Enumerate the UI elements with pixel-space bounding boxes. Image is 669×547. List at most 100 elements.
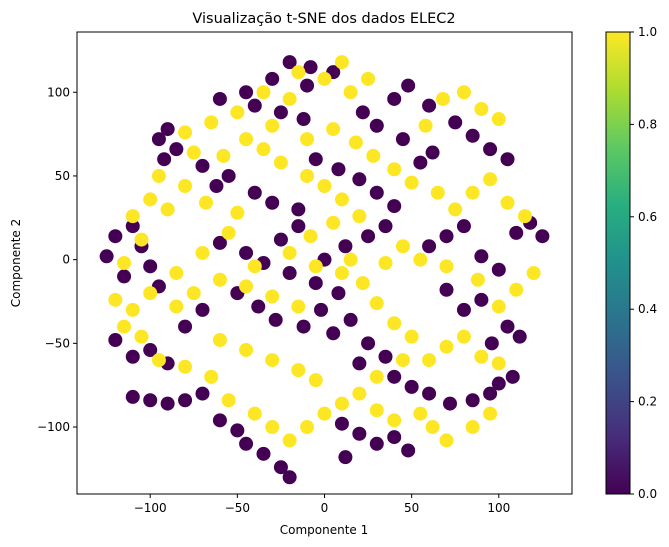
colorbar-tick-label: 0.8	[638, 117, 657, 131]
scatter-point-class-1	[265, 289, 280, 304]
scatter-point-class-1	[456, 329, 471, 344]
scatter-point-class-0	[212, 91, 227, 106]
x-tick-label: −50	[225, 501, 250, 515]
scatter-point-class-1	[308, 373, 323, 388]
scatter-point-class-1	[273, 155, 288, 170]
scatter-point-class-1	[216, 148, 231, 163]
scatter-point-class-0	[352, 426, 367, 441]
scatter-point-class-1	[448, 202, 463, 217]
scatter-point-class-0	[401, 78, 416, 93]
scatter-point-class-0	[535, 229, 550, 244]
scatter-point-class-1	[352, 209, 367, 224]
scatter-point-class-0	[500, 319, 515, 334]
scatter-point-class-0	[448, 115, 463, 130]
scatter-point-class-0	[352, 172, 367, 187]
y-tick-label: 50	[55, 169, 70, 183]
scatter-point-class-0	[338, 450, 353, 465]
scatter-point-class-1	[239, 279, 254, 294]
scatter-point-class-1	[439, 339, 454, 354]
scatter-point-class-1	[186, 286, 201, 301]
scatter-point-class-0	[326, 326, 341, 341]
scatter-point-class-0	[308, 276, 323, 291]
scatter-point-class-0	[239, 85, 254, 100]
y-tick-label: 0	[62, 253, 70, 267]
scatter-point-class-1	[151, 353, 166, 368]
scatter-point-class-0	[273, 460, 288, 475]
colorbar-tick-label: 0.0	[638, 487, 657, 501]
scatter-point-class-1	[465, 420, 480, 435]
scatter-point-class-0	[369, 185, 384, 200]
scatter-point-class-1	[348, 135, 363, 150]
scatter-point-class-0	[456, 219, 471, 234]
scatter-point-class-1	[178, 359, 193, 374]
scatter-point-class-1	[108, 292, 123, 307]
scatter-point-class-1	[439, 433, 454, 448]
scatter-point-class-0	[221, 168, 236, 183]
scatter-point-class-0	[387, 91, 402, 106]
scatter-point-class-0	[300, 78, 315, 93]
scatter-point-class-1	[198, 195, 213, 210]
scatter-point-class-0	[239, 436, 254, 451]
scatter-point-class-1	[369, 403, 384, 418]
scatter-point-class-0	[378, 349, 393, 364]
colorbar-tick-label: 0.2	[638, 395, 657, 409]
scatter-point-class-0	[474, 292, 489, 307]
scatter-point-class-0	[343, 312, 358, 327]
scatter-point-class-0	[125, 349, 140, 364]
scatter-point-class-1	[418, 118, 433, 133]
scatter-point-class-0	[151, 132, 166, 147]
scatter-point-class-1	[491, 112, 506, 127]
scatter-point-class-1	[300, 132, 315, 147]
scatter-point-class-0	[125, 389, 140, 404]
scatter-point-class-1	[230, 205, 245, 220]
scatter-points	[99, 55, 550, 485]
scatter-point-class-0	[273, 105, 288, 120]
scatter-point-class-0	[125, 219, 140, 234]
scatter-point-class-0	[395, 132, 410, 147]
scatter-point-class-1	[125, 302, 140, 317]
scatter-point-class-1	[265, 420, 280, 435]
scatter-point-class-1	[395, 239, 410, 254]
scatter-point-class-1	[361, 71, 376, 86]
scatter-point-class-0	[265, 71, 280, 86]
scatter-point-class-0	[404, 379, 419, 394]
scatter-point-class-0	[308, 152, 323, 167]
scatter-point-class-0	[378, 219, 393, 234]
chart-title: Visualização t-SNE dos dados ELEC2	[192, 11, 455, 27]
scatter-point-class-1	[212, 272, 227, 287]
scatter-point-class-1	[509, 282, 524, 297]
scatter-point-class-1	[282, 433, 297, 448]
scatter-point-class-1	[422, 353, 437, 368]
scatter-point-class-1	[247, 406, 262, 421]
scatter-point-class-0	[303, 60, 318, 75]
scatter-point-class-1	[366, 148, 381, 163]
scatter-point-class-1	[300, 168, 315, 183]
scatter-point-class-0	[474, 249, 489, 264]
scatter-point-class-0	[239, 245, 254, 260]
scatter-point-class-1	[282, 91, 297, 106]
scatter-point-class-1	[117, 319, 132, 334]
scatter-point-class-0	[282, 266, 297, 281]
scatter-point-class-1	[491, 299, 506, 314]
x-axis-title: Componente 1	[280, 523, 369, 537]
scatter-point-class-1	[436, 91, 451, 106]
scatter-point-class-0	[352, 356, 367, 371]
scatter-point-class-0	[442, 396, 457, 411]
scatter-point-class-0	[338, 239, 353, 254]
scatter-point-class-1	[456, 85, 471, 100]
scatter-point-class-1	[282, 245, 297, 260]
scatter-point-class-0	[387, 199, 402, 214]
scatter-point-class-0	[387, 369, 402, 384]
scatter-point-class-0	[230, 423, 245, 438]
scatter-point-class-0	[296, 112, 311, 127]
x-tick-label: −100	[134, 501, 167, 515]
scatter-point-class-1	[334, 266, 349, 281]
scatter-point-class-0	[212, 413, 227, 428]
colorbar-tick-label: 0.4	[638, 302, 657, 316]
scatter-point-class-0	[355, 105, 370, 120]
scatter-point-class-1	[317, 71, 332, 86]
scatter-point-class-1	[256, 142, 271, 157]
scatter-point-class-0	[331, 286, 346, 301]
scatter-point-class-0	[195, 302, 210, 317]
